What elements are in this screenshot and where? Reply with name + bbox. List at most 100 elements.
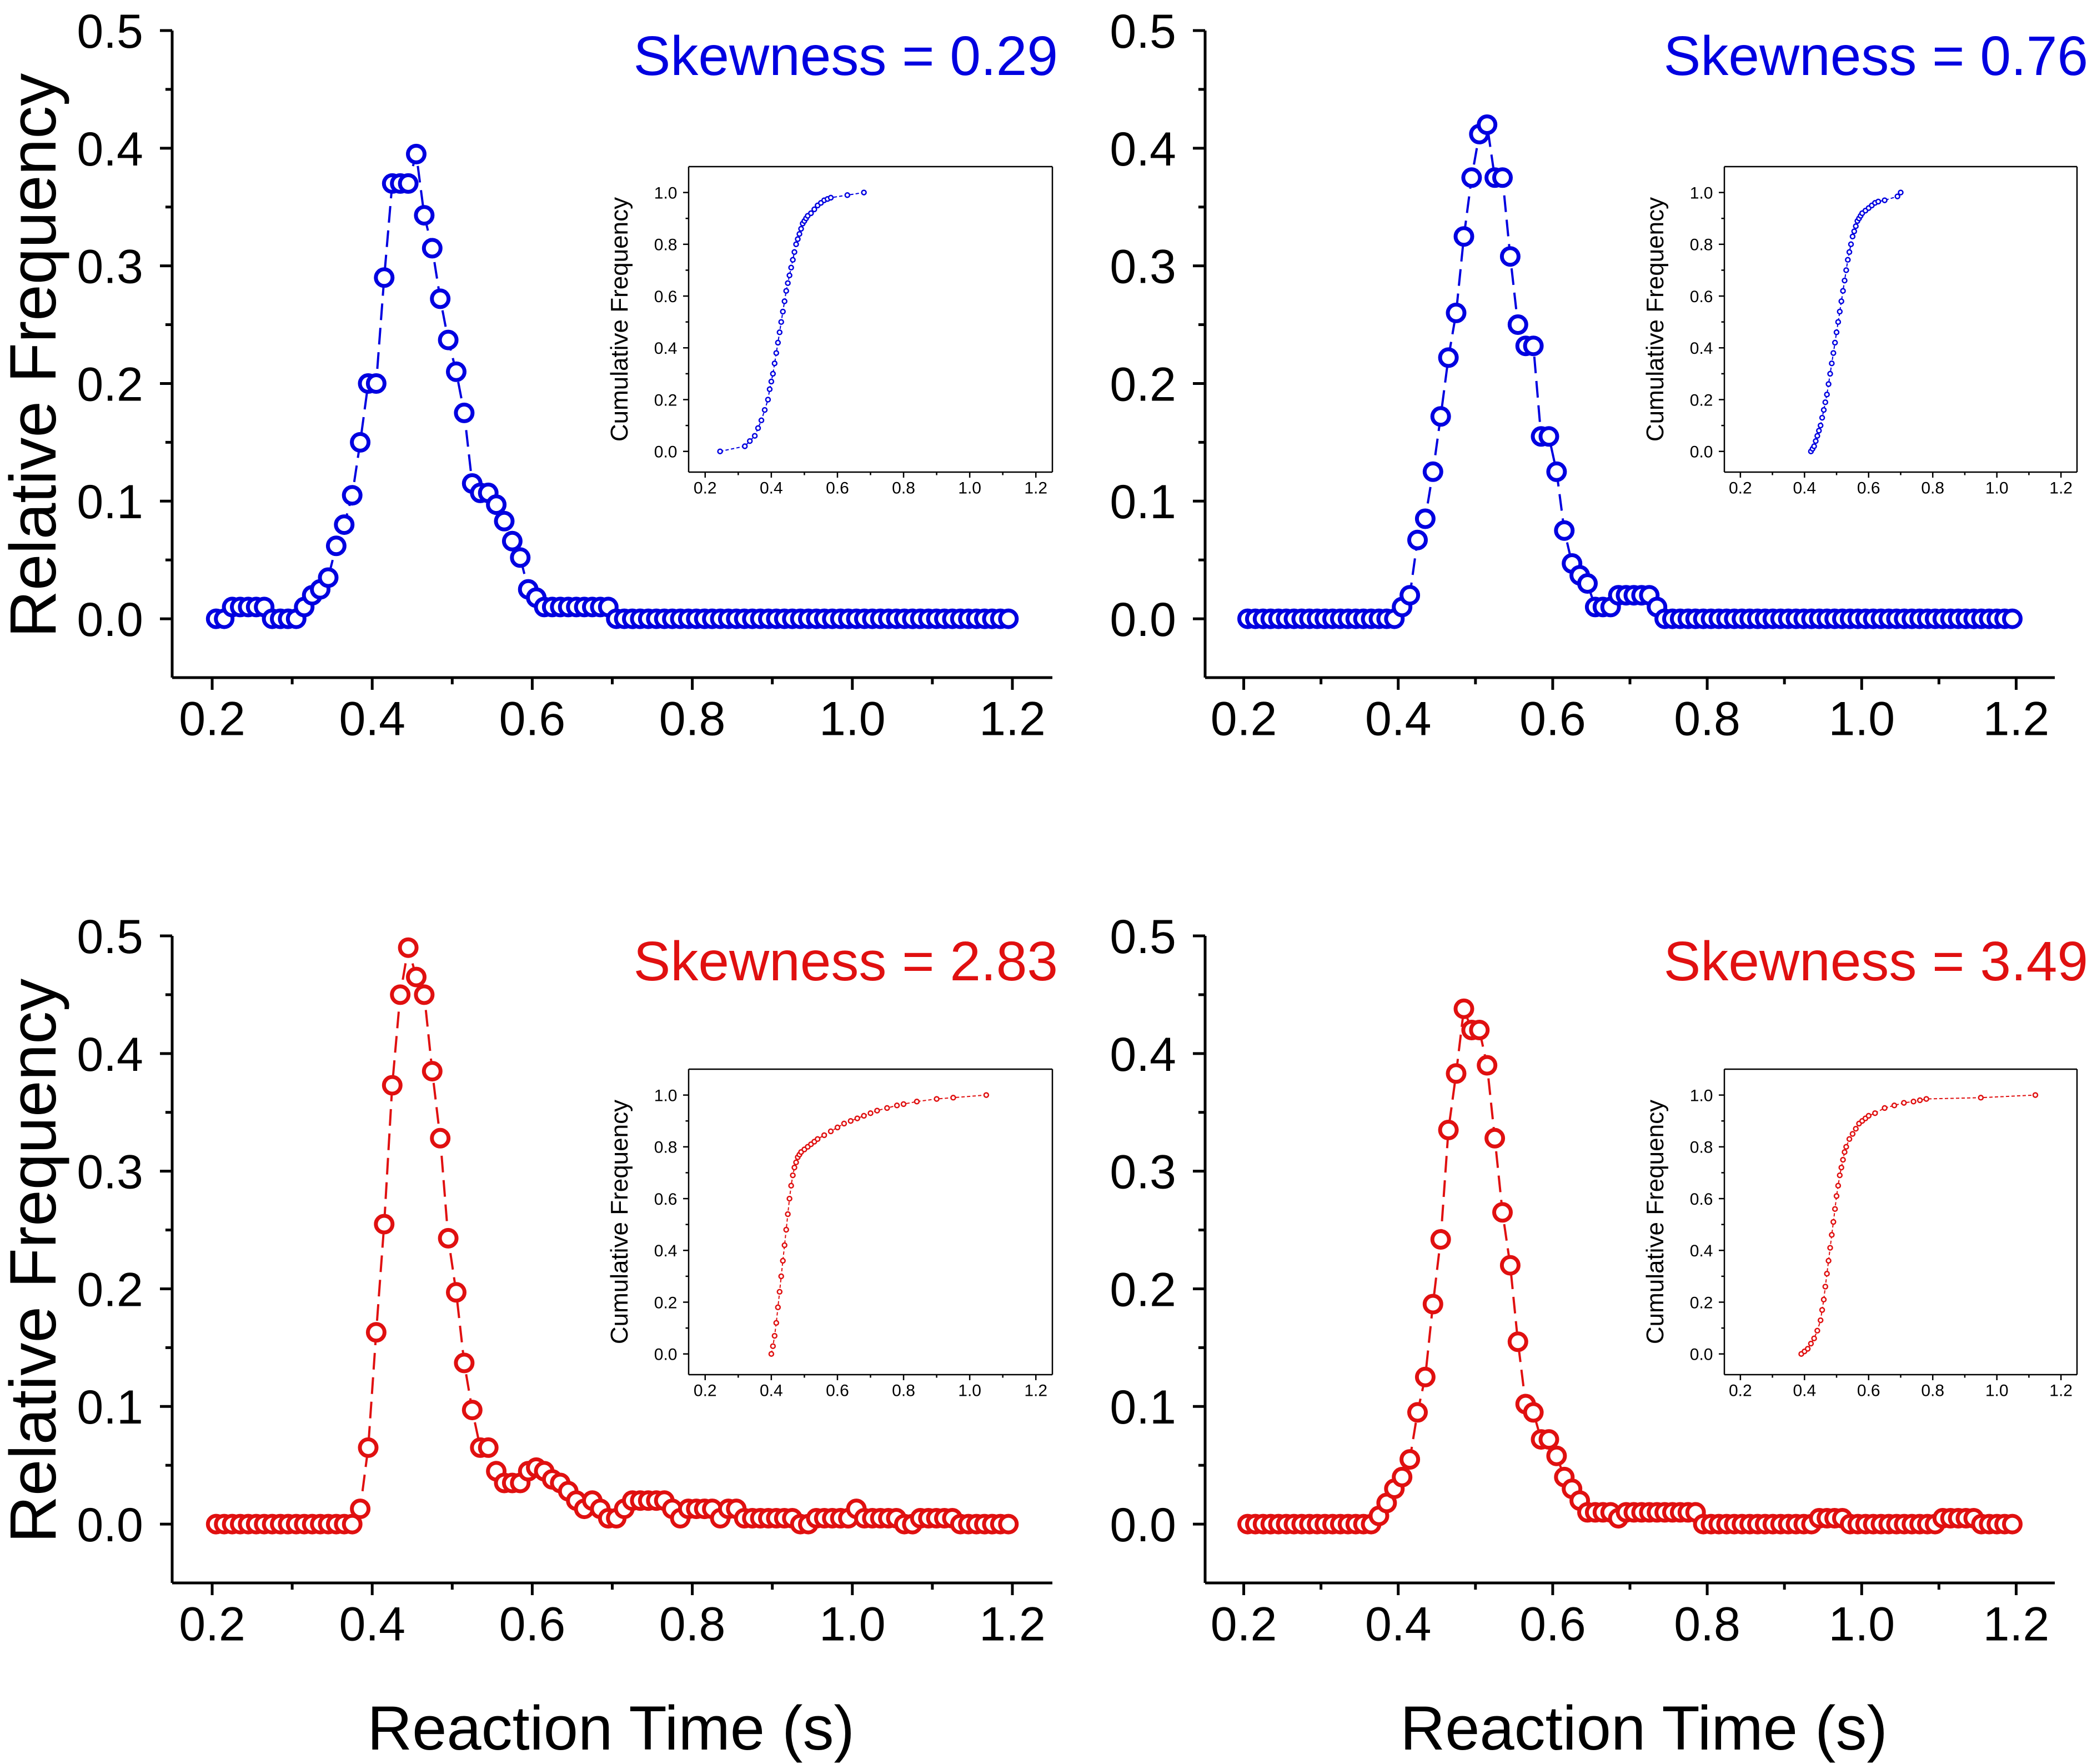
inset-data-point [1822,399,1829,405]
inset-y-tick-label: 0.8 [654,1139,678,1157]
data-point [1507,1331,1528,1352]
inset-y-tick-label: 0.0 [1690,1346,1713,1364]
inset-y-tick-label: 0.2 [1690,391,1713,409]
data-point [1446,1063,1467,1084]
y-tick-label: 0.5 [1110,910,1176,964]
x-tick-label: 1.2 [1983,1598,2050,1651]
inset-cumulative-chart: 0.2 0.4 0.6 0.8 1.0 1.2 0.0 0.2 0.4 0.6 0.8 1.0 Cumu… [606,166,1053,498]
y-tick-label: 0.2 [77,358,143,411]
data-point [414,205,435,226]
inset-data-point [1901,1100,1907,1106]
data-point [1499,1255,1521,1276]
inset-data-point [1811,443,1817,449]
inset-x-tick-label: 0.2 [1729,479,1752,498]
panel-bottom-right: 0.2 0.4 0.6 0.8 1.0 1.2 0.0 0.1 0.2 0.3 0.4 0.5 Skew… [1110,910,2088,1651]
inset-y-tick-label: 1.0 [654,184,678,202]
data-point [430,288,451,309]
inset-data-point [785,1211,791,1217]
inset-data-point [1840,288,1846,294]
x-tick-label: 0.4 [1365,693,1432,746]
y-tick-label: 0.4 [1110,1028,1176,1081]
inset-data-point [2032,1092,2039,1098]
inset-cumulative-chart: 0.2 0.4 0.6 0.8 1.0 1.2 0.0 0.2 0.4 0.6 0.8 1.0 Cumu… [1642,166,2078,498]
x-tick-label: 0.4 [339,693,405,746]
inset-x-tick-label: 1.2 [2049,1382,2073,1400]
y-tick-label: 0.3 [77,1146,143,1199]
data-point [478,1437,499,1458]
inset-data-point [773,350,780,356]
inset-data-point [1825,381,1832,387]
data-point [1430,1229,1451,1250]
data-point [446,1282,466,1303]
y-tick-label: 0.0 [77,593,143,647]
data-point [390,984,411,1005]
data-point [1446,302,1467,323]
inset-data-point [844,192,851,198]
inset-data-point [1843,1144,1849,1150]
inset-data-point [1832,1206,1838,1212]
inset-data-point [1882,197,1888,203]
inset-data-point [1838,1164,1844,1171]
inset-data-point [781,1242,787,1249]
inset-x-tick-label: 0.6 [826,479,849,498]
data-point [438,1227,459,1249]
inset-x-tick-label: 0.6 [826,1382,849,1400]
inset-data-point [1842,277,1848,284]
inset-data-point [771,1332,778,1339]
x-tick-label: 1.2 [979,1598,1046,1651]
inset-data-point [1846,1136,1853,1142]
inset-data-point [1829,360,1835,367]
data-point [1422,1294,1443,1315]
data-point [2002,1514,2023,1535]
inset-data-point [808,210,814,217]
inset-data-point [788,264,794,271]
data-point [461,1400,483,1421]
inset-y-tick-label: 0.8 [1690,236,1713,254]
inset-data-point [755,425,761,432]
inset-data-point [1882,1105,1888,1111]
data-point [422,1061,443,1082]
y-tick-label: 0.2 [77,1263,143,1316]
data-point [325,535,347,557]
inset-y-tick-label: 0.4 [654,1242,678,1260]
inset-y-tick-label: 0.2 [654,1294,678,1312]
panel-top-right: 0.2 0.4 0.6 0.8 1.0 1.2 0.0 0.1 0.2 0.3 0.4 0.5 Skew… [1110,5,2088,746]
inset-data-point [1820,407,1827,413]
inset-data-point [1838,298,1844,304]
inset-data-point [814,1136,821,1142]
data-point [494,510,515,532]
inset-y-tick-label: 0.6 [654,288,678,306]
data-point [1492,167,1513,188]
inset-y-tick-label: 0.2 [1690,1294,1713,1312]
inset-x-tick-label: 0.6 [1857,479,1880,498]
x-axis-label-right: Reaction Time (s) [1400,1693,1888,1763]
data-point [1399,585,1421,606]
data-point [1430,406,1451,427]
inset-data-point [783,1226,789,1233]
inset-data-point [1872,1110,1878,1116]
inset-data-point [1849,233,1856,240]
inset-data-point [768,1351,775,1357]
inset-cumulative-chart: 0.2 0.4 0.6 0.8 1.0 1.2 0.0 0.2 0.4 0.6 0.8 1.0 Cumu… [606,1068,1053,1400]
inset-data-point [1840,1156,1846,1163]
inset-cumulative-chart: 0.2 0.4 0.6 0.8 1.0 1.2 0.0 0.2 0.4 0.6 0.8 1.0 Cumu… [1642,1068,2078,1400]
inset-x-tick-label: 0.8 [892,479,915,498]
inset-data-point [1830,1219,1837,1225]
inset-data-point [1837,1172,1843,1179]
data-point [318,567,339,588]
data-point [438,329,459,350]
inset-x-tick-label: 0.8 [892,1382,915,1400]
inset-y-tick-label: 1.0 [1690,1086,1713,1105]
data-point [1422,461,1443,482]
inset-data-point [867,1110,874,1116]
inset-x-tick-label: 0.6 [1857,1382,1880,1400]
inset-data-point [765,397,771,403]
data-point [350,432,371,453]
inset-x-tick-label: 1.2 [2049,479,2073,498]
data-point [365,1322,387,1343]
inset-data-point [1804,1346,1811,1352]
inset-data-point [793,241,799,248]
inset-data-point [795,236,801,242]
y-tick-label: 0.0 [1110,593,1176,647]
data-point [1477,114,1498,135]
